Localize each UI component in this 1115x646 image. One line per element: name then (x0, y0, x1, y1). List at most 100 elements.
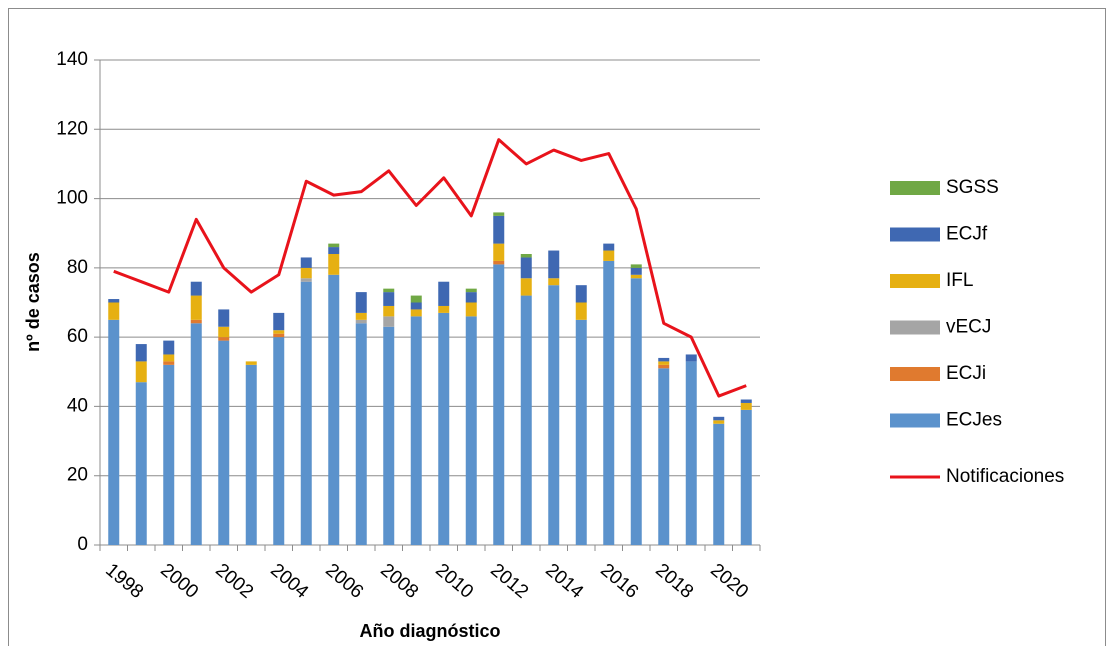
bar-segment (493, 243, 505, 261)
legend-label: vECJ (946, 317, 991, 338)
bar-segment (713, 416, 725, 421)
y-tick-label: 40 (67, 395, 88, 416)
bar-segment (163, 364, 175, 545)
bar-segment (575, 302, 587, 320)
bar-segment (163, 361, 175, 365)
legend-swatch (890, 227, 940, 242)
legend-label: ECJf (946, 224, 988, 245)
legend-swatch (890, 320, 940, 335)
bar-segment (685, 361, 697, 545)
bar-segment (493, 260, 505, 265)
bar-segment (465, 316, 477, 545)
y-tick-label: 140 (56, 49, 88, 70)
bar-segment (658, 368, 670, 545)
bar-segment (548, 285, 560, 545)
bar-segment (328, 243, 340, 248)
bar-segment (383, 305, 395, 317)
y-tick-label: 80 (67, 257, 88, 278)
bar-segment (520, 257, 532, 279)
bar-segment (135, 382, 147, 545)
bar-segment (658, 361, 670, 365)
legend-label: Notificaciones (946, 466, 1064, 487)
bar-segment (410, 302, 422, 310)
bar-segment (218, 337, 230, 341)
legend-label: SGSS (946, 177, 999, 198)
bar-segment (218, 326, 230, 338)
y-tick-label: 100 (56, 188, 88, 209)
x-axis-label: Año diagnóstico (360, 621, 501, 641)
bar-segment (163, 354, 175, 362)
bar-segment (383, 316, 395, 327)
bar-segment (273, 337, 285, 545)
legend-label: ECJes (946, 410, 1002, 431)
bar-segment (108, 302, 120, 320)
y-tick-label: 20 (67, 465, 88, 486)
bar-segment (300, 267, 312, 279)
bar-segment (410, 295, 422, 303)
bar-segment (383, 288, 395, 293)
bar-segment (108, 299, 120, 303)
bar-segment (465, 288, 477, 293)
bar-segment (163, 340, 175, 355)
bar-segment (465, 292, 477, 303)
bar-segment (438, 281, 450, 306)
bar-segment (713, 423, 725, 545)
bar-segment (273, 312, 285, 331)
y-tick-label: 60 (67, 326, 88, 347)
bar-segment (355, 312, 367, 320)
bar-segment (438, 305, 450, 313)
bar-segment (245, 361, 257, 365)
bar-segment (438, 312, 450, 545)
legend-swatch (890, 367, 940, 381)
bar-segment (190, 281, 202, 296)
bar-segment (190, 319, 202, 324)
legend-label: IFL (946, 270, 973, 291)
bar-segment (190, 295, 202, 320)
bar-segment (630, 264, 642, 268)
bar-segment (300, 278, 312, 282)
bar-segment (520, 278, 532, 296)
bar-segment (493, 212, 505, 216)
bar-segment (685, 354, 697, 362)
bar-segment (300, 281, 312, 545)
bar-segment (383, 292, 395, 306)
bar-segment (328, 247, 340, 254)
bar-segment (135, 361, 147, 383)
bar-segment (740, 399, 752, 403)
bar-segment (465, 302, 477, 317)
bar-segment (355, 323, 367, 545)
bar-segment (383, 326, 395, 545)
bar-segment (575, 319, 587, 545)
bar-segment (218, 309, 230, 327)
legend-swatch (890, 181, 940, 195)
bar-segment (603, 250, 615, 261)
bar-segment (328, 274, 340, 545)
bar-segment (575, 285, 587, 303)
bar-segment (410, 316, 422, 545)
bar-segment (135, 344, 147, 362)
bar-segment (548, 250, 560, 279)
bar-segment (300, 257, 312, 268)
bar-segment (713, 420, 725, 424)
bar-segment (108, 319, 120, 545)
bar-segment (548, 278, 560, 286)
bar-segment (355, 292, 367, 313)
bar-segment (603, 260, 615, 545)
bar-segment (603, 243, 615, 251)
y-axis-label: nº de casos (23, 252, 43, 352)
bar-segment (273, 333, 285, 338)
bar-segment (190, 323, 202, 545)
line (113, 138, 747, 398)
bar-segment (245, 364, 257, 545)
legend-swatch (890, 274, 940, 288)
bar-segment (740, 409, 752, 545)
legend-label: ECJi (946, 363, 986, 384)
bar-segment (493, 215, 505, 244)
bar-segment (273, 330, 285, 334)
y-tick-label: 120 (56, 118, 88, 139)
bar-segment (328, 254, 340, 275)
bar-segment (493, 264, 505, 545)
bar-segment (630, 278, 642, 545)
bar-segment (218, 340, 230, 545)
